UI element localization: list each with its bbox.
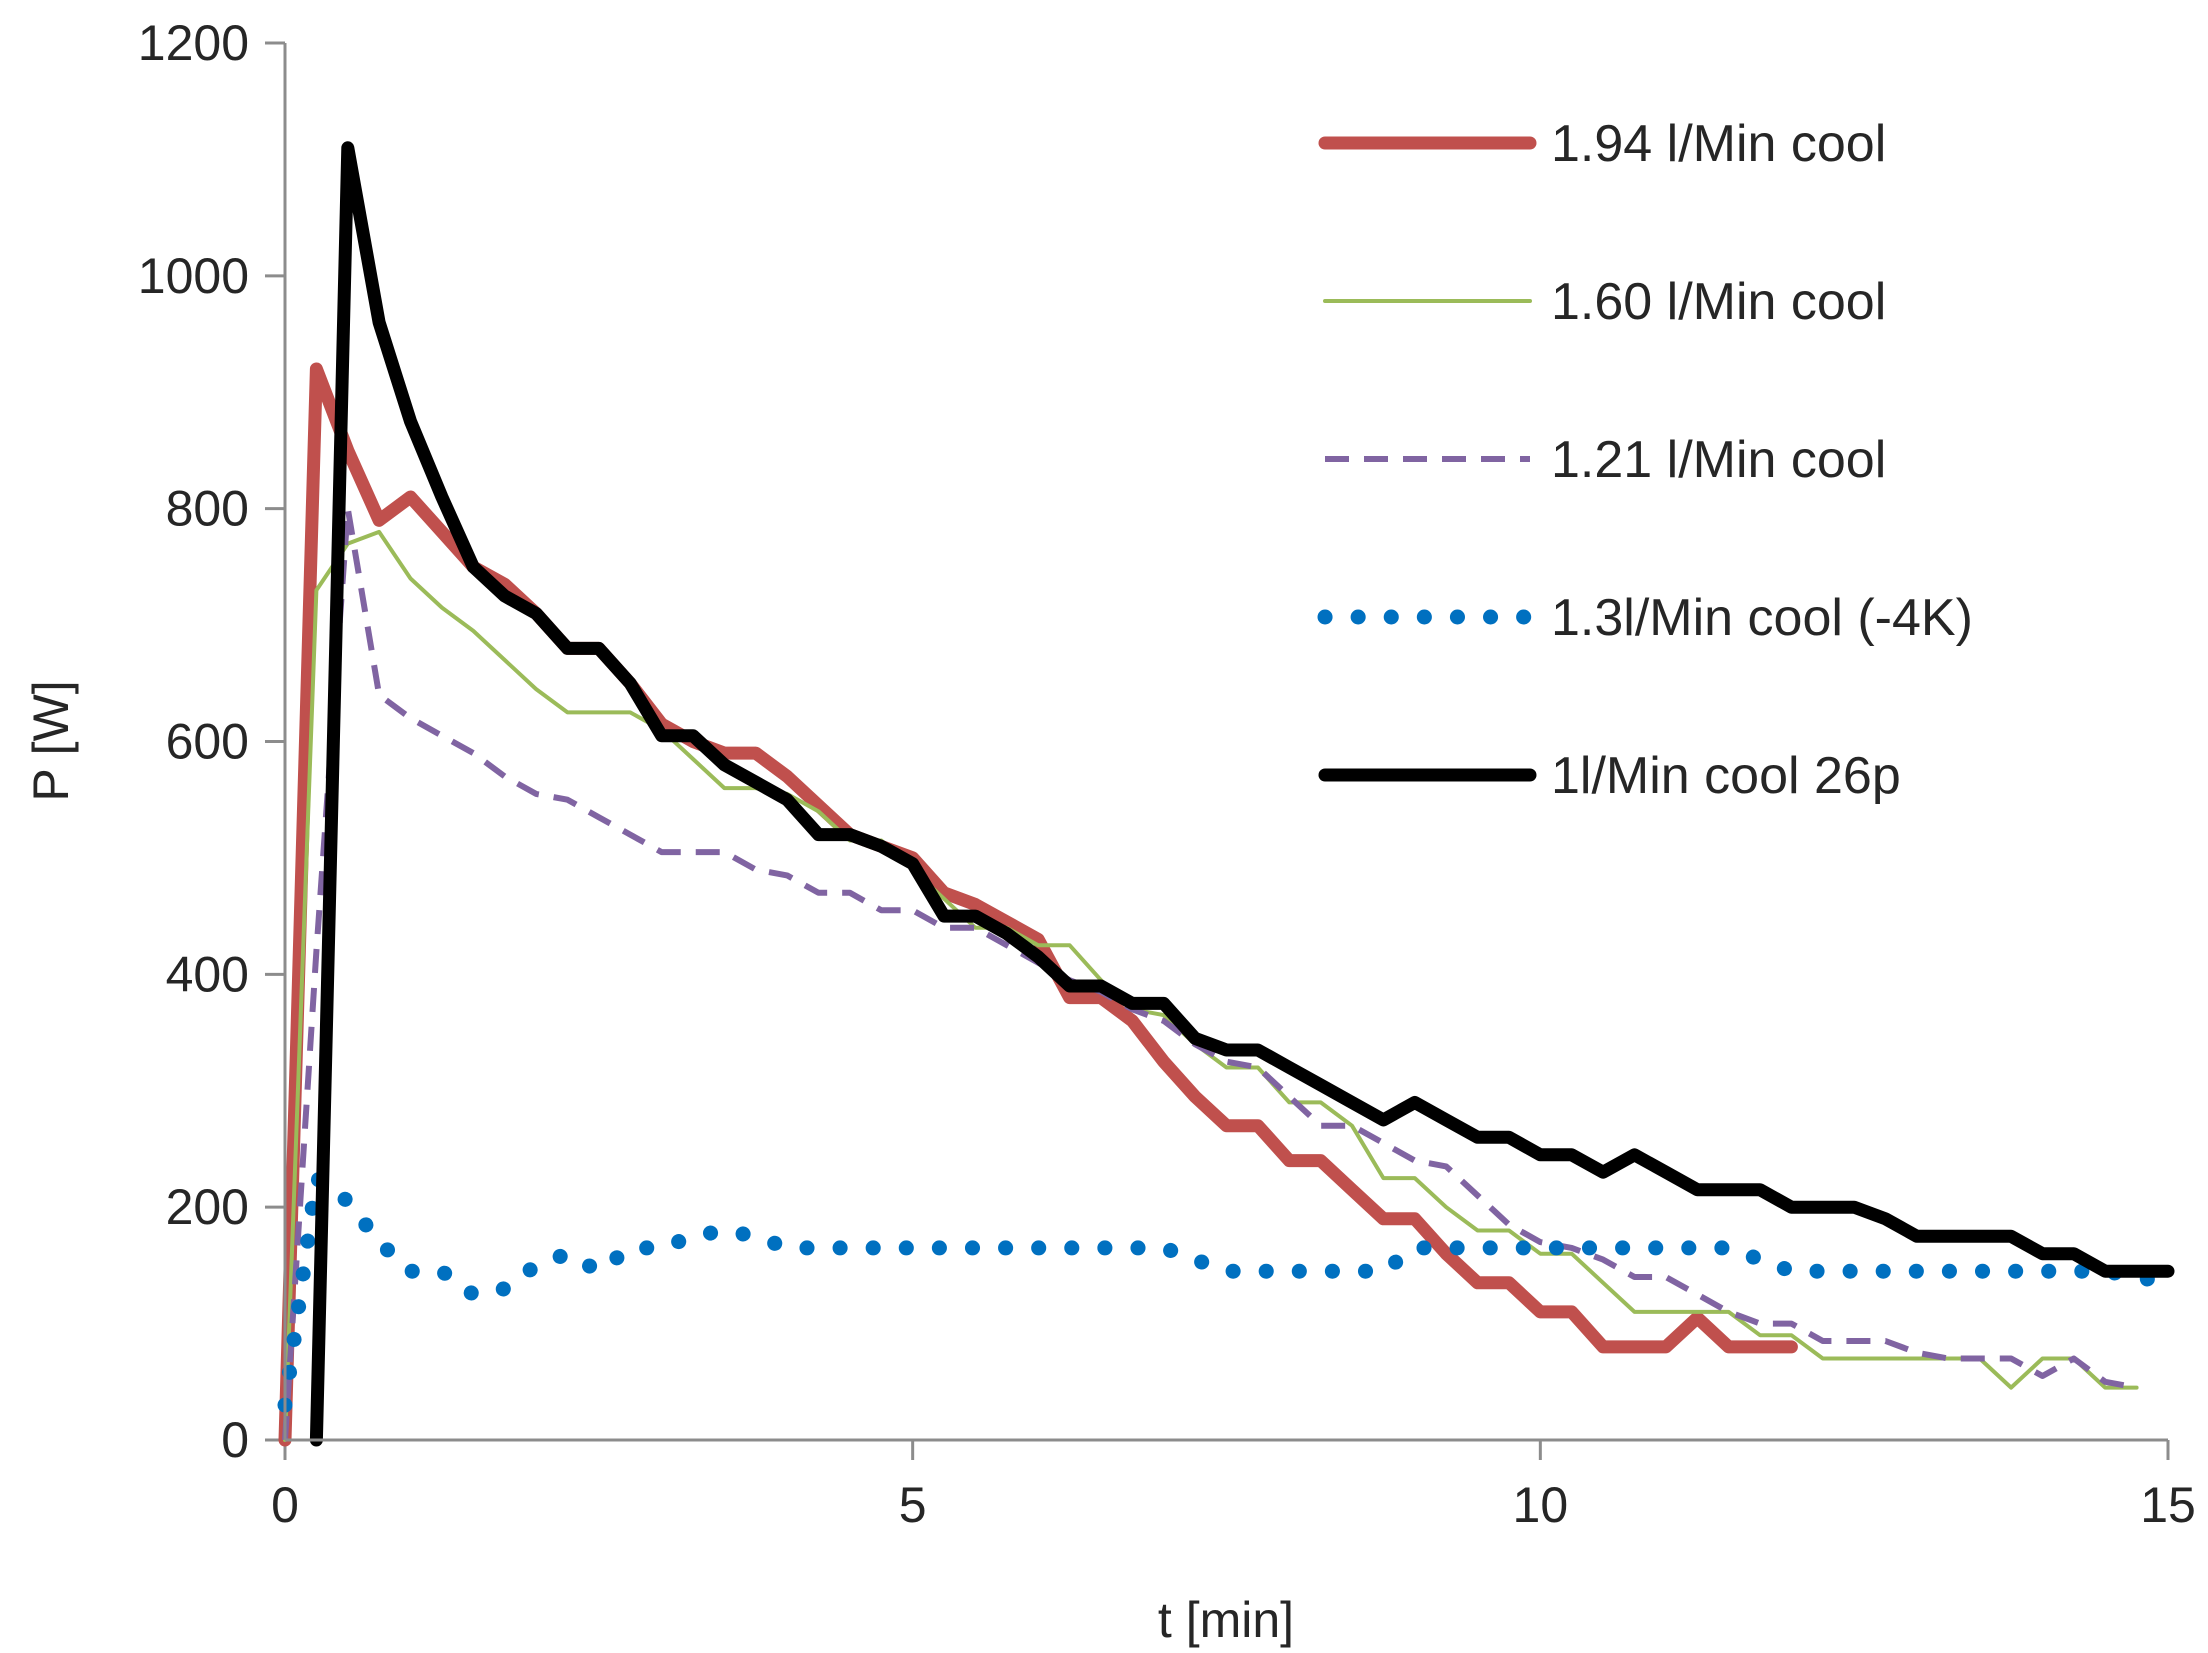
- legend-label-3: 1.21 l/Min cool: [1551, 431, 1886, 489]
- axes: [283, 43, 2168, 1442]
- legend-label-4: 1.3l/Min cool (-4K): [1551, 589, 1973, 647]
- legend-label-2: 1.60 l/Min cool: [1551, 273, 1886, 331]
- y-tick-label: 0: [221, 1412, 249, 1468]
- y-axis-title: P [W]: [23, 680, 79, 801]
- y-tick-label: 200: [166, 1179, 249, 1235]
- series-line-4: [277, 1164, 2176, 1413]
- x-tick-label: 5: [899, 1477, 927, 1533]
- legend: 1.94 l/Min cool 1.60 l/Min cool 1.21 l/Min…: [1317, 115, 1973, 805]
- legend-label-1: 1.94 l/Min cool: [1551, 115, 1886, 173]
- series-line-1: [278, 362, 1798, 1447]
- series-line-3: [282, 505, 2138, 1441]
- series-line-5: [309, 141, 2175, 1447]
- y-axis-ticks: 0 200 400 600 800 1000 1200: [138, 15, 285, 1468]
- x-tick-label: 0: [271, 1477, 299, 1533]
- x-tick-label: 15: [2140, 1477, 2196, 1533]
- x-axis-ticks: 0 5 10 15: [271, 1440, 2196, 1533]
- y-tick-label: 1200: [138, 15, 249, 71]
- series-line-2: [283, 529, 2139, 1442]
- y-tick-label: 600: [166, 714, 249, 770]
- x-tick-label: 10: [1513, 1477, 1569, 1533]
- y-tick-label: 1000: [138, 248, 249, 304]
- y-tick-label: 800: [166, 481, 249, 537]
- series-layer: [277, 141, 2176, 1447]
- y-tick-label: 400: [166, 946, 249, 1002]
- x-axis-title: t [min]: [1158, 1592, 1294, 1648]
- legend-label-5: 1l/Min cool 26p: [1551, 747, 1901, 805]
